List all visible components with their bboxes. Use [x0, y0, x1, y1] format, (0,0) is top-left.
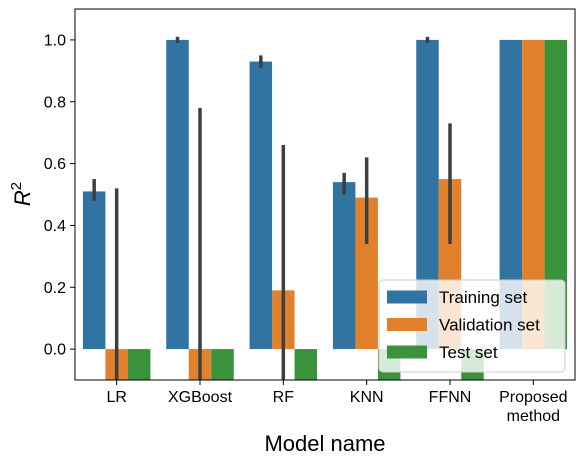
- bar-test-set-proposed-method: [544, 39, 568, 350]
- y-axis: 0.0 0.2 0.4 0.6 0.8 1.0: [44, 32, 75, 359]
- y-tick-label: 0.8: [44, 94, 66, 111]
- legend-label-validation-set: Validation set: [439, 316, 540, 335]
- x-tick-label-rf: RF: [273, 389, 295, 406]
- x-tick-label-proposed-method: Proposed method: [499, 389, 568, 425]
- legend-label-test-set: Test set: [439, 343, 498, 362]
- bar-validation-set-knn: [355, 197, 378, 350]
- bar-training-set-lr: [82, 191, 106, 350]
- y-tick-label: 0.4: [44, 218, 66, 235]
- y-tick-label: 0.2: [44, 280, 66, 297]
- legend-swatch-test-set: [387, 345, 427, 359]
- bar-test-set-rf: [294, 349, 318, 380]
- bar-training-set-ffnn: [416, 39, 439, 350]
- y-tick-label: 0.0: [44, 342, 66, 359]
- bar-training-set-knn: [332, 182, 356, 350]
- legend-swatch-validation-set: [387, 318, 427, 331]
- bar-training-set-rf: [249, 61, 273, 350]
- legend: Training set Validation set Test set: [378, 279, 566, 373]
- bar-validation-set-proposed-method: [522, 39, 545, 350]
- bar-training-set-proposed-method: [499, 39, 523, 350]
- y-axis-label: R2: [8, 182, 35, 206]
- x-tick-label-xgboost: XGBoost: [168, 389, 233, 406]
- x-axis-label: Model name: [264, 431, 385, 456]
- y-tick-label: 0.6: [44, 156, 66, 173]
- bar-test-set-lr: [127, 349, 151, 380]
- plot-frame: [74, 8, 576, 381]
- legend-label-training-set: Training set: [439, 288, 527, 307]
- x-tick-label-ffnn: FFNN: [429, 389, 472, 406]
- y-tick-label: 1.0: [44, 32, 66, 49]
- x-axis: LR XGBoost RF KNN FFNN Proposed method: [106, 380, 568, 425]
- error-bars-layer: [92, 36, 452, 380]
- bar-training-set-xgboost: [166, 39, 189, 350]
- x-tick-label-knn: KNN: [350, 389, 384, 406]
- bar-test-set-xgboost: [211, 349, 234, 380]
- y-axis-label-main: R: [10, 190, 35, 206]
- x-tick-label-lr: LR: [106, 389, 126, 406]
- legend-swatch-training-set: [387, 290, 427, 304]
- y-axis-label-superscript: 2: [8, 182, 25, 190]
